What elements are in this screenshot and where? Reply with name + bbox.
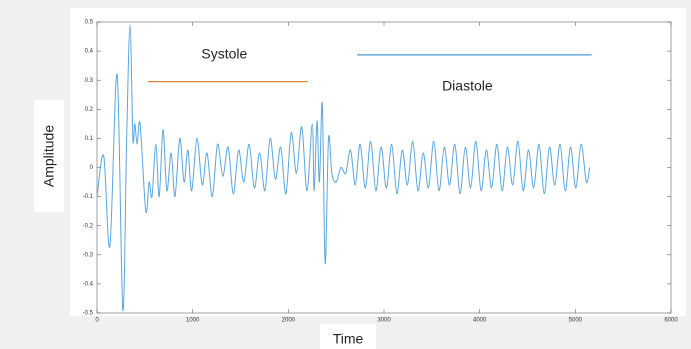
y-tick-label: -0.4	[83, 281, 94, 287]
y-tick-label: 0.3	[85, 78, 94, 84]
y-tick-label: 0	[90, 165, 94, 171]
y-tick-label: 0.2	[85, 107, 94, 113]
y-label-box	[34, 100, 64, 212]
plot-panel	[70, 8, 686, 316]
annotation-text: Diastole	[442, 78, 493, 94]
y-tick-label: -0.2	[83, 223, 94, 229]
x-tick-label: 2000	[282, 318, 296, 324]
x-axis-label: Time	[333, 331, 364, 347]
x-tick-label: 3000	[377, 318, 391, 324]
annotation-text: Systole	[201, 45, 247, 61]
y-tick-label: 0.1	[85, 136, 94, 142]
y-tick-label: 0.5	[85, 20, 94, 26]
x-label-box	[320, 324, 376, 349]
y-tick-label: 0.4	[85, 49, 94, 55]
x-tick-label: 0	[95, 318, 99, 324]
signal-line	[96, 24, 591, 311]
y-tick-label: -0.5	[83, 311, 94, 317]
y-tick-label: -0.3	[83, 252, 94, 258]
x-tick-label: 1000	[186, 318, 200, 324]
y-tick-label: -0.1	[83, 194, 94, 200]
x-tick-label: 4000	[473, 318, 487, 324]
y-axis-label: Amplitude	[41, 125, 57, 187]
x-tick-label: 6000	[664, 318, 678, 324]
x-tick-label: 5000	[569, 318, 583, 324]
